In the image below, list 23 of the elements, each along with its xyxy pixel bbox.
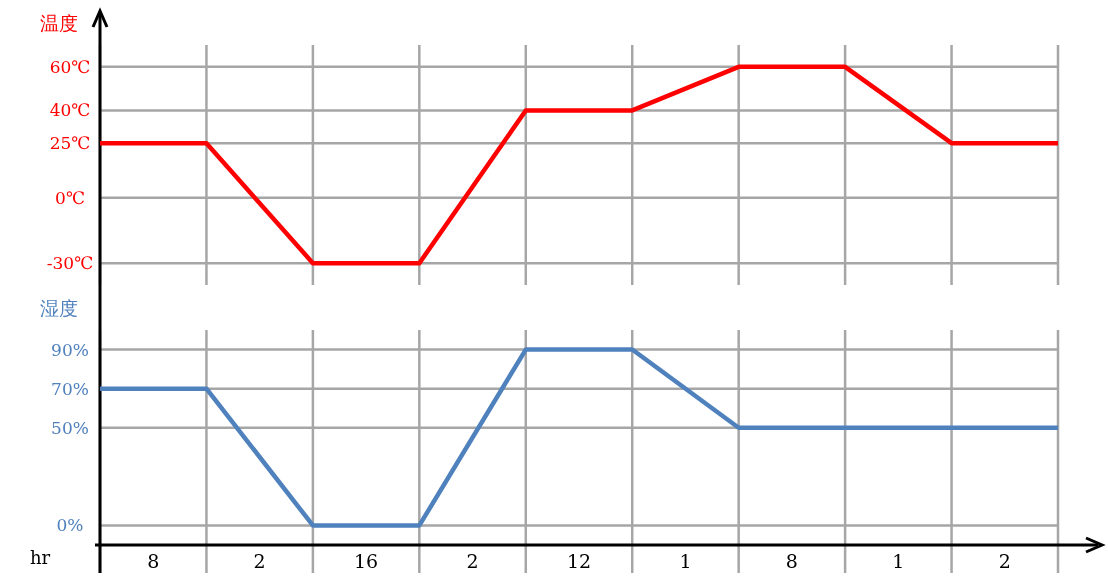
y-tick-label: 0% — [56, 515, 84, 536]
text: 8 — [785, 550, 798, 572]
x-axis-title: hr — [30, 547, 51, 568]
y-tick-label: -30℃ — [46, 253, 94, 274]
text: 12 — [566, 550, 592, 572]
text: 1 — [679, 550, 692, 572]
y-tick-label: 50% — [51, 417, 89, 438]
text: 2 — [253, 550, 266, 572]
y-tick-label: 0℃ — [55, 187, 85, 208]
y-tick-label: 40℃ — [49, 100, 91, 121]
y-tick-label: 60℃ — [49, 56, 91, 77]
text: 1 — [892, 550, 905, 572]
text: 16 — [354, 550, 379, 572]
text: 2 — [998, 550, 1011, 572]
y-axis-title: 温度 — [40, 12, 78, 34]
y-axis-title: 湿度 — [40, 297, 78, 319]
text: 2 — [466, 550, 479, 572]
line-series — [97, 64, 1061, 266]
y-tick-label: 70% — [51, 378, 89, 399]
y-tick-label: 90% — [51, 339, 89, 360]
text: 8 — [147, 550, 160, 572]
y-tick-label: 25℃ — [49, 133, 91, 154]
line-series — [97, 347, 1061, 528]
